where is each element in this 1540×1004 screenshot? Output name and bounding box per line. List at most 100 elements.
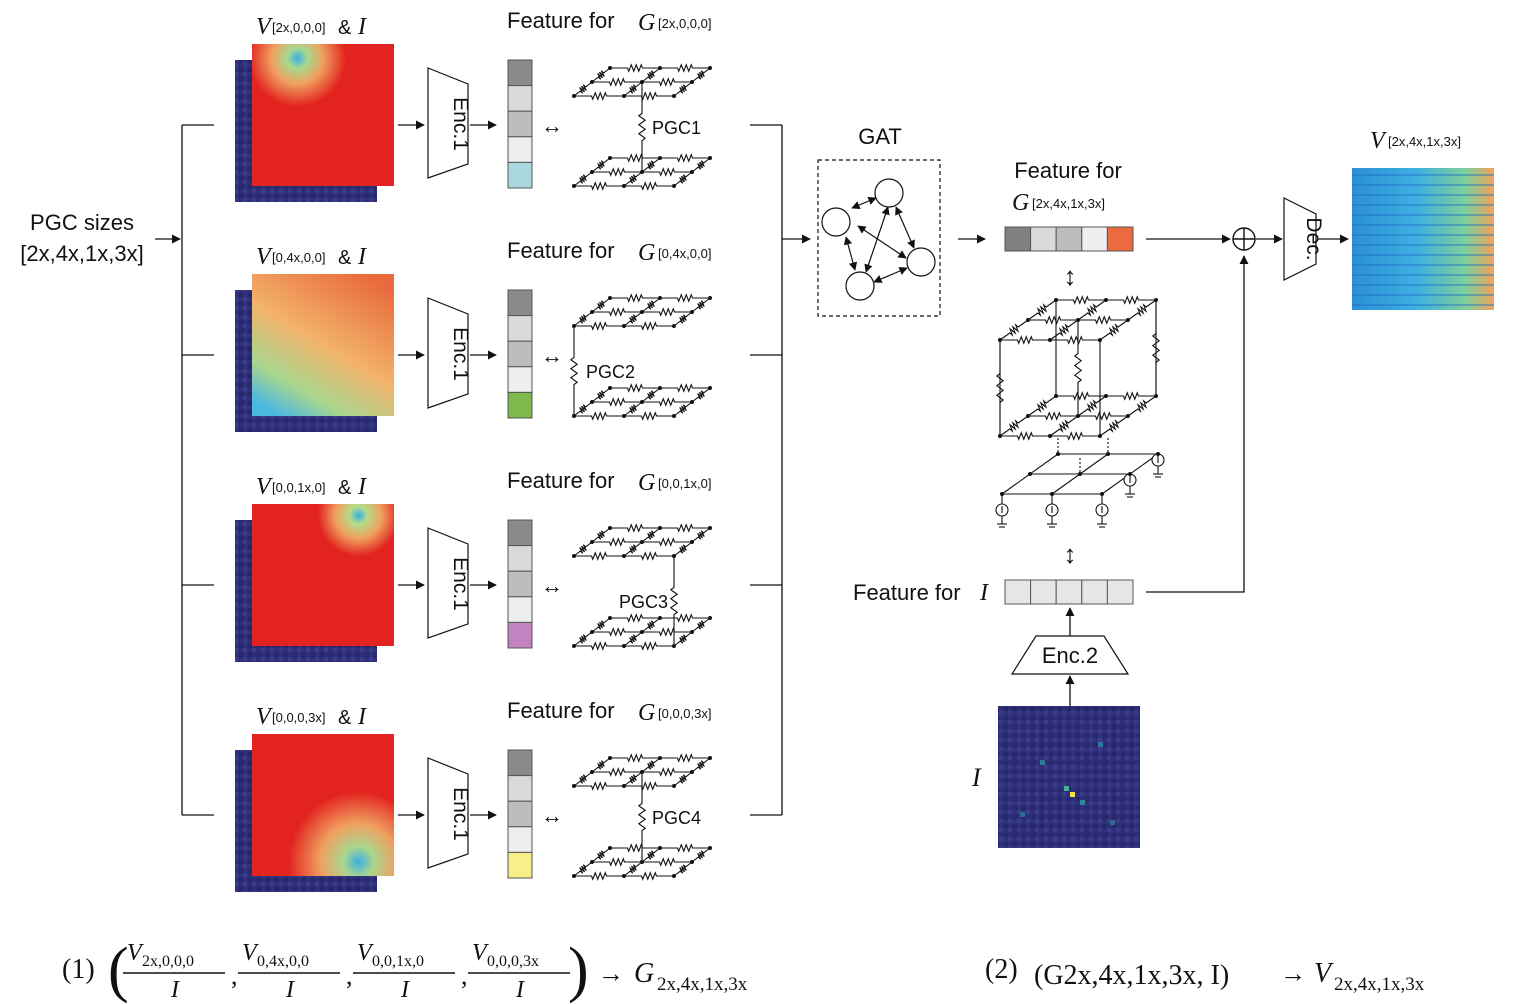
current-map-label: I (971, 763, 982, 792)
branch-2-g-symbol: G (638, 240, 655, 266)
branch-1-feature-cell (507, 110, 533, 138)
branch-1-feature-label: Feature for (507, 8, 615, 33)
current-source-grid (995, 438, 1165, 528)
branch-3-feature-cell (507, 570, 533, 598)
branch-4-v-sub: [0,0,0,3x] (272, 710, 325, 725)
current-updown-arrow: ↕ (1064, 539, 1077, 569)
eq1-comma: , (461, 961, 468, 990)
branch-3-feature-cell (507, 621, 533, 649)
output-map-stripes (1352, 168, 1494, 310)
branch-3-g-symbol: G (638, 470, 655, 496)
branch-1-g-sub: [2x,0,0,0] (658, 16, 711, 31)
branch-4-feature-cell (507, 851, 533, 879)
current-map (998, 706, 1140, 848)
branch-3-double-arrow: ↔ (541, 573, 563, 598)
branch-4-feature-cell (507, 826, 533, 853)
branch-4-feature-label: Feature for (507, 698, 615, 723)
gat-label: GAT (858, 124, 902, 149)
eq1-fraction-1: V 2x,0,0,0 I, (123, 940, 238, 1003)
gat-node-2 (821, 207, 851, 237)
eq1-number: (1) (62, 954, 95, 985)
current-feature-cell (1106, 579, 1134, 605)
branch-3-g-sub: [0,0,1x,0] (658, 476, 711, 491)
eq1-arrow: → (598, 959, 624, 988)
branch-3-encoder-label: Enc.1 (449, 557, 472, 611)
branch-3-pgc-label: PGC3 (619, 592, 668, 612)
branch-3-voltage-map (252, 504, 394, 646)
branch-1-v-symbol: V (256, 14, 273, 40)
branch-1-i-symbol: I (357, 14, 367, 40)
branch-1-encoder (427, 67, 469, 179)
pgc-sizes-value: [2x,4x,1x,3x] (20, 241, 144, 266)
branch-1-feature-cell (507, 85, 533, 112)
branch-1-power-grid (572, 63, 712, 191)
branch-3-feature-cell (507, 596, 533, 623)
current-feature-cell (1030, 579, 1057, 605)
branch-1-v-sub: [2x,0,0,0] (272, 20, 325, 35)
eq1-target-sub: 2x,4x,1x,3x (657, 974, 748, 995)
branch-2-voltage-map (252, 274, 394, 416)
branch-2-feature-label: Feature for (507, 238, 615, 263)
current-i-symbol: I (979, 580, 989, 606)
branch-3-i-symbol: I (357, 474, 367, 500)
branch-4-power-grid (572, 753, 712, 881)
branch-4-g-symbol: G (638, 700, 655, 726)
output-v-sub: [2x,4x,1x,3x] (1388, 134, 1461, 149)
branch-1-feature-cell (507, 136, 533, 163)
branch-4-voltage-map (252, 734, 394, 876)
eq1-numerator-symbol: V (127, 940, 144, 966)
eq1-numerator-sub: 2x,0,0,0 (142, 953, 194, 970)
combined-g-symbol: G (1012, 190, 1029, 216)
branch-4-amp: & (338, 707, 352, 729)
eq1-denominator: I (170, 977, 180, 1003)
branch-4-pgc-label: PGC4 (652, 808, 701, 828)
branch-1-encoder-label: Enc.1 (449, 97, 472, 151)
branch-1-feature-cell (507, 59, 533, 87)
branch-2-encoder (427, 297, 469, 409)
combined-feature-cell (1106, 226, 1134, 252)
combined-feature-cell (1030, 226, 1057, 252)
gat-node-4 (845, 271, 875, 301)
decoder (1283, 197, 1317, 281)
eq1-open-paren: ( (108, 936, 129, 1004)
branch-2-i-symbol: I (357, 244, 367, 270)
encoder-2-label: Enc.2 (1042, 643, 1098, 668)
branch-2-power-grid (569, 293, 712, 421)
eq1-denominator: I (285, 977, 295, 1003)
branch-4-feature-cell (507, 749, 533, 777)
eq1-target-symbol: G (634, 958, 654, 989)
gat-node-3 (906, 247, 936, 277)
combined-feature-cell (1004, 226, 1032, 252)
branch-4-v-symbol: V (256, 704, 273, 730)
branch-1-g-symbol: G (638, 10, 655, 36)
current-feature-cell (1004, 579, 1032, 605)
equations: (1) (V 2x,0,0,0I ,V 0,4x,0,0I ,V 0,0,1x,0I ,V 0,… (62, 936, 1425, 1004)
branch-2-feature-cell (507, 366, 533, 393)
eq1-numerator-sub: 0,0,1x,0 (372, 953, 424, 970)
branch-1-voltage-map (252, 44, 394, 186)
combined-feature-vector (1004, 226, 1134, 252)
branch-3-v-sub: [0,0,1x,0] (272, 480, 325, 495)
current-feature-vector (1004, 579, 1134, 605)
branch-1-pgc-label: PGC1 (652, 118, 701, 138)
branch-2-g-sub: [0,4x,0,0] (658, 246, 711, 261)
eq2-arrow: → (1280, 959, 1306, 988)
eq2-lhs: (G2x,4x,1x,3x, I) (1034, 960, 1229, 991)
branch-1-amp: & (338, 17, 352, 39)
branch-1-double-arrow: ↔ (541, 113, 563, 138)
pgc-sizes-label: PGC sizes (30, 210, 134, 235)
branch-3-power-grid (572, 523, 712, 651)
branch-4-double-arrow: ↔ (541, 803, 563, 828)
eq1-comma: , (231, 961, 238, 990)
current-to-sum (1146, 255, 1249, 593)
eq2-number: (2) (985, 954, 1018, 985)
current-feature-cell (1055, 579, 1083, 605)
eq1-fraction-2: V 0,4x,0,0 I, (238, 940, 353, 1003)
gat-node-1 (874, 178, 904, 208)
branch-4-i-symbol: I (357, 704, 367, 730)
branch-2-double-arrow: ↔ (541, 343, 563, 368)
branch-2-feature-cell (507, 289, 533, 317)
